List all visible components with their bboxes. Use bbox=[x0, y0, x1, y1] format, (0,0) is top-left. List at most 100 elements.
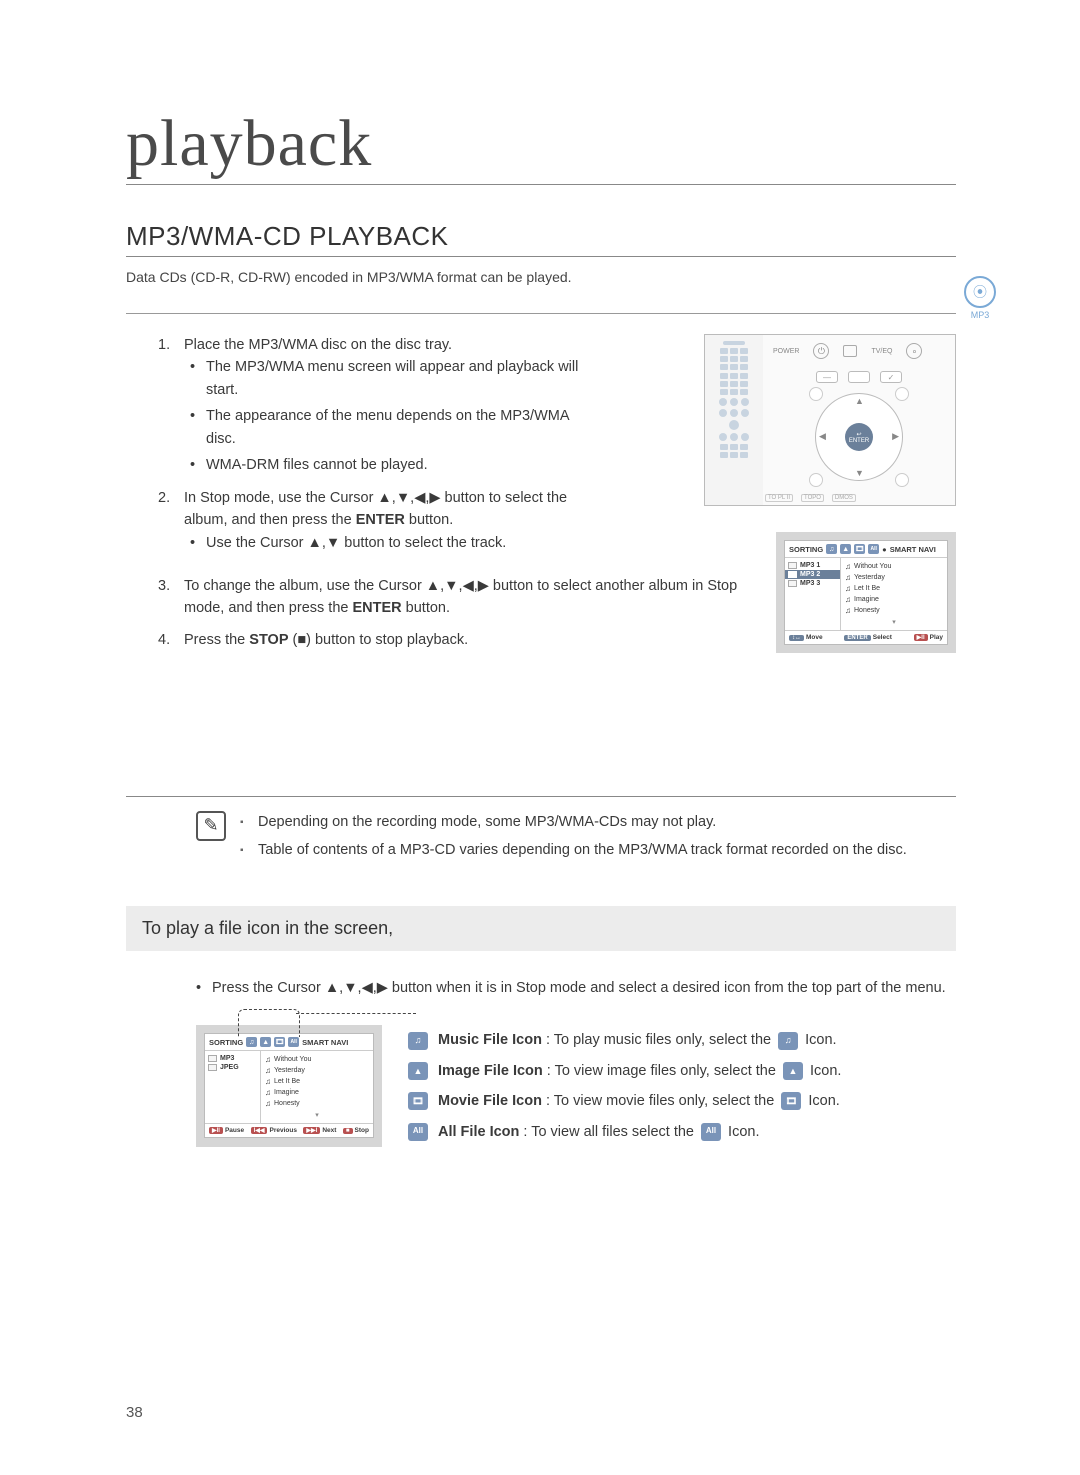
notes-list: Depending on the recording mode, some MP… bbox=[240, 811, 956, 868]
legend-row: ♫ Music File Icon : To play music files … bbox=[408, 1025, 956, 1055]
step-text: Press the bbox=[184, 632, 249, 648]
legend-tail: Icon. bbox=[801, 1032, 836, 1048]
scroll-down-icon: ▾ bbox=[265, 1111, 369, 1119]
scroll-down-icon: ▾ bbox=[845, 618, 943, 626]
left-icon: ◀ bbox=[819, 431, 826, 442]
image-file-icon: ▲ bbox=[408, 1062, 428, 1080]
step-num: 2. bbox=[158, 487, 170, 509]
sub-body: Press the Cursor ▲,▼,◀,▶ button when it … bbox=[126, 977, 956, 999]
nav-bottom-bar: ▶llPause l◀◀Previous ▶▶lNext ■Stop bbox=[205, 1123, 373, 1137]
intro-text: Data CDs (CD-R, CD-RW) encoded in MP3/WM… bbox=[126, 269, 956, 285]
folder-list: MP3 1 MP3 2 MP3 3 bbox=[785, 558, 841, 630]
manual-page: playback MP3/WMA-CD PLAYBACK Data CDs (C… bbox=[126, 0, 956, 1147]
mp3-badge-icon: ⦿ bbox=[964, 276, 996, 308]
step-bullet: The appearance of the menu depends on th… bbox=[206, 405, 596, 450]
section-heading: MP3/WMA-CD PLAYBACK bbox=[126, 221, 956, 257]
nav-screen-figure: SORTING ♫ ▲ 🎞 All ● SMART NAVI MP3 1 MP3… bbox=[776, 532, 956, 653]
legend-name: Movie File Icon bbox=[438, 1093, 542, 1109]
legend-row: 🎞 Movie File Icon : To view movie files … bbox=[408, 1086, 956, 1116]
smart-dot: ● bbox=[882, 545, 887, 554]
image-icon: ▲ bbox=[260, 1037, 271, 1047]
legend-row: ▲ Image File Icon : To view image files … bbox=[408, 1056, 956, 1086]
movie-icon: 🎞 bbox=[854, 544, 865, 554]
movie-icon: 🎞 bbox=[274, 1037, 285, 1047]
legend-tail: Icon. bbox=[804, 1093, 839, 1109]
note-item: Depending on the recording mode, some MP… bbox=[240, 811, 956, 833]
music-icon: ♫ bbox=[246, 1037, 257, 1047]
note-icon: ✎ bbox=[196, 811, 226, 841]
step-num: 3. bbox=[158, 575, 184, 597]
right-icon: ▶ bbox=[892, 431, 899, 442]
folder-item: JPEG bbox=[205, 1063, 260, 1072]
three-buttons: —✓ bbox=[773, 371, 945, 383]
note-item: Table of contents of a MP3-CD varies dep… bbox=[240, 839, 956, 861]
power-icon: ⏻ bbox=[813, 343, 829, 359]
power-label: POWER bbox=[773, 348, 799, 355]
remote-left-panel bbox=[705, 335, 763, 505]
up-icon: ▲ bbox=[855, 396, 864, 406]
step-bullet: WMA-DRM files cannot be played. bbox=[206, 454, 596, 476]
dpad: ▲ ▼ ◀ ▶ ↩ ENTER bbox=[815, 393, 903, 481]
folder-list: MP3 JPEG bbox=[205, 1051, 261, 1123]
page-title: playback bbox=[126, 0, 956, 185]
icon-section: SORTING ♫ ▲ 🎞 All SMART NAVI MP3 JPEG ♫W… bbox=[126, 1025, 956, 1147]
corner-button bbox=[895, 387, 909, 401]
corner-button bbox=[809, 387, 823, 401]
all-icon: All bbox=[868, 544, 879, 554]
step-2: 2. In Stop mode, use the Cursor ▲,▼,◀,▶ … bbox=[184, 487, 596, 554]
image-file-icon: ▲ bbox=[783, 1062, 803, 1080]
remote-right-panel: POWER ⏻ TV/EQ ∘ —✓ bbox=[763, 335, 955, 505]
music-file-icon: ♫ bbox=[408, 1032, 428, 1050]
legend-name: Image File Icon bbox=[438, 1063, 543, 1079]
divider bbox=[126, 313, 956, 314]
callout-box bbox=[238, 1009, 300, 1037]
notes-block: ✎ Depending on the recording mode, some … bbox=[126, 796, 956, 868]
all-file-icon: All bbox=[701, 1123, 721, 1141]
movie-file-icon: 🎞 bbox=[408, 1092, 428, 1110]
step-num: 1. bbox=[158, 334, 170, 356]
sort-label: SORTING bbox=[789, 545, 823, 554]
enter-label: ENTER bbox=[352, 600, 401, 616]
legend-tail: Icon. bbox=[806, 1063, 841, 1079]
step-bullet: The MP3/WMA menu screen will appear and … bbox=[206, 356, 596, 401]
movie-file-icon: 🎞 bbox=[781, 1092, 801, 1110]
smart-navi-label: SMART NAVI bbox=[302, 1038, 348, 1047]
track-item: ♫Let It Be bbox=[845, 583, 943, 594]
step-text: button. bbox=[402, 600, 450, 616]
tv-button bbox=[843, 345, 857, 357]
enter-button: ↩ ENTER bbox=[845, 423, 873, 451]
corner-button bbox=[809, 473, 823, 487]
legend-name: All File Icon bbox=[438, 1124, 519, 1140]
remote-figure: POWER ⏻ TV/EQ ∘ —✓ bbox=[704, 334, 956, 506]
enter-label: ENTER bbox=[356, 512, 405, 528]
track-item: ♫Honesty bbox=[845, 605, 943, 616]
tveq-label: TV/EQ bbox=[871, 348, 892, 355]
folder-item-selected: MP3 2 bbox=[785, 570, 840, 579]
track-item: ♫Yesterday bbox=[265, 1065, 369, 1076]
smart-navi-label: SMART NAVI bbox=[890, 545, 936, 554]
track-item: ♫Honesty bbox=[265, 1098, 369, 1109]
folder-item: MP3 3 bbox=[785, 579, 840, 588]
all-icon: All bbox=[288, 1037, 299, 1047]
figures: POWER ⏻ TV/EQ ∘ —✓ bbox=[616, 334, 956, 653]
remote-legend: TO PL IITOPODMOS bbox=[765, 494, 856, 502]
page-number: 38 bbox=[126, 1404, 143, 1421]
track-item: ♫Let It Be bbox=[265, 1076, 369, 1087]
sub-heading: To play a file icon in the screen, bbox=[126, 906, 956, 951]
icon-legend: ♫ Music File Icon : To play music files … bbox=[408, 1025, 956, 1147]
legend-desc: : To play music files only, select the bbox=[542, 1032, 775, 1048]
legend-row: All All File Icon : To view all files se… bbox=[408, 1117, 956, 1147]
step-text: Place the MP3/WMA disc on the disc tray. bbox=[184, 337, 452, 353]
nav-bottom-bar: ↕↔Move ENTERSelect ▶llPlay bbox=[785, 630, 947, 644]
down-icon: ▼ bbox=[855, 468, 864, 478]
music-icon: ♫ bbox=[826, 544, 837, 554]
mp3-badge-label: MP3 bbox=[960, 310, 1000, 320]
step-num: 4. bbox=[158, 632, 184, 648]
legend-desc: : To view image files only, select the bbox=[543, 1063, 780, 1079]
music-file-icon: ♫ bbox=[778, 1032, 798, 1050]
callout-line bbox=[296, 1013, 416, 1014]
sub-body-text: Press the Cursor ▲,▼,◀,▶ button when it … bbox=[196, 977, 956, 999]
nav-top-bar: SORTING ♫ ▲ 🎞 All ● SMART NAVI bbox=[785, 541, 947, 558]
nav-screen-figure-2: SORTING ♫ ▲ 🎞 All SMART NAVI MP3 JPEG ♫W… bbox=[196, 1025, 382, 1147]
stop-label: STOP bbox=[249, 632, 288, 648]
